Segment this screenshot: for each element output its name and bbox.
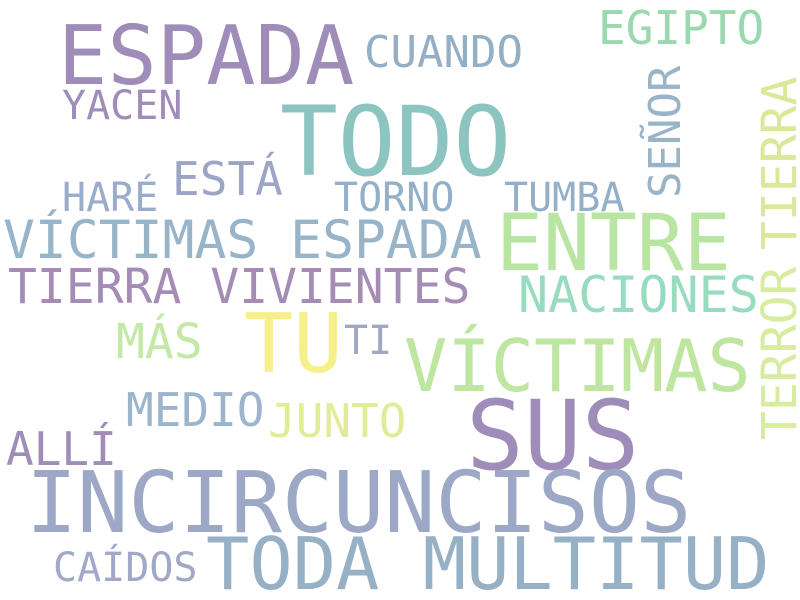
word-victimas: VÍCTIMAS [404, 324, 751, 408]
word-tu: TU [244, 297, 343, 392]
word-esta: ESTÁ [172, 152, 283, 206]
word-medio: MEDIO [126, 383, 265, 437]
word-tierra-vivientes: TIERRA VIVIENTES [8, 259, 471, 315]
word-mas: MÁS [116, 314, 203, 370]
word-cuando: CUANDO [364, 27, 523, 78]
word-senor: SEÑOR [640, 65, 691, 198]
word-torno: TORNO [334, 175, 455, 221]
word-todo: TODO [280, 86, 512, 198]
word-alli: ALLÍ [6, 422, 117, 476]
word-toda-multitud: TODA MULTITUD [206, 522, 770, 600]
word-naciones: NACIONES [518, 266, 759, 324]
word-tierra-vertical: TIERRA [752, 76, 800, 250]
word-ti: TI [344, 318, 393, 364]
word-espada-large: ESPADA [58, 9, 355, 104]
word-incircuncisos: INCIRCUNCISOS [26, 454, 692, 553]
word-terror: TERROR [752, 266, 800, 440]
word-tumba: TUMBA [504, 175, 625, 221]
word-yacen: YACEN [62, 83, 183, 129]
word-victimas-espada: VÍCTIMAS ESPADA [3, 210, 482, 271]
word-junto: JUNTO [268, 394, 407, 448]
word-entre: ENTRE [496, 199, 731, 289]
word-egipto: EGIPTO [598, 1, 765, 55]
word-hare: HARÉ [62, 175, 159, 221]
word-caidos: CAÍDOS [53, 545, 198, 591]
word-sus: SUS [466, 380, 640, 492]
